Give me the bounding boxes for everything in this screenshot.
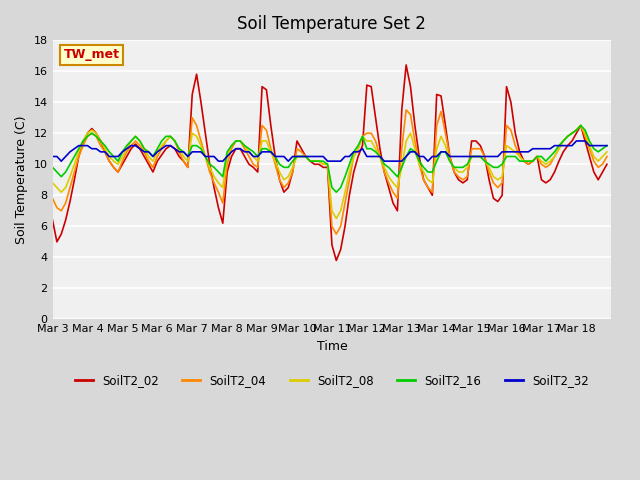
SoilT2_04 (403, 107, 410, 113)
SoilT2_04 (49, 195, 56, 201)
Line: SoilT2_02: SoilT2_02 (52, 65, 607, 261)
Line: SoilT2_16: SoilT2_16 (52, 125, 607, 192)
SoilT2_02 (276, 177, 284, 183)
SoilT2_16 (49, 165, 56, 170)
Line: SoilT2_04: SoilT2_04 (52, 110, 607, 234)
SoilT2_16 (254, 154, 262, 159)
SoilT2_32 (49, 154, 56, 159)
SoilT2_08 (529, 158, 536, 164)
SoilT2_04 (586, 146, 593, 152)
SoilT2_32 (529, 146, 536, 152)
SoilT2_04 (276, 177, 284, 183)
SoilT2_16 (603, 143, 611, 148)
SoilT2_02 (603, 161, 611, 167)
SoilT2_16 (529, 158, 536, 164)
SoilT2_04 (254, 165, 262, 170)
SoilT2_32 (341, 154, 349, 159)
SoilT2_16 (341, 174, 349, 180)
SoilT2_02 (254, 169, 262, 175)
SoilT2_32 (188, 149, 196, 155)
SoilT2_04 (341, 200, 349, 206)
SoilT2_02 (533, 154, 541, 159)
Title: Soil Temperature Set 2: Soil Temperature Set 2 (237, 15, 426, 33)
SoilT2_08 (577, 122, 584, 128)
SoilT2_04 (603, 154, 611, 159)
SoilT2_32 (280, 154, 288, 159)
SoilT2_32 (258, 149, 266, 155)
SoilT2_08 (184, 158, 192, 164)
SoilT2_02 (184, 165, 192, 170)
SoilT2_08 (49, 180, 56, 186)
Line: SoilT2_08: SoilT2_08 (52, 125, 607, 218)
X-axis label: Time: Time (317, 340, 348, 353)
SoilT2_16 (184, 154, 192, 159)
Line: SoilT2_32: SoilT2_32 (52, 141, 607, 161)
SoilT2_02 (341, 223, 349, 229)
SoilT2_08 (586, 143, 593, 148)
SoilT2_08 (332, 216, 340, 221)
SoilT2_04 (332, 231, 340, 237)
SoilT2_32 (586, 143, 593, 148)
SoilT2_02 (586, 154, 593, 159)
SoilT2_16 (577, 122, 584, 128)
SoilT2_08 (341, 189, 349, 195)
SoilT2_08 (254, 158, 262, 164)
SoilT2_04 (533, 154, 541, 159)
SoilT2_32 (603, 143, 611, 148)
SoilT2_16 (586, 138, 593, 144)
SoilT2_04 (184, 165, 192, 170)
Legend: SoilT2_02, SoilT2_04, SoilT2_08, SoilT2_16, SoilT2_32: SoilT2_02, SoilT2_04, SoilT2_08, SoilT2_… (70, 369, 594, 392)
SoilT2_32 (58, 158, 65, 164)
SoilT2_08 (603, 149, 611, 155)
SoilT2_16 (332, 189, 340, 195)
SoilT2_02 (49, 217, 56, 223)
SoilT2_02 (332, 258, 340, 264)
SoilT2_32 (573, 138, 580, 144)
SoilT2_16 (276, 161, 284, 167)
Text: TW_met: TW_met (64, 48, 120, 61)
SoilT2_02 (403, 62, 410, 68)
Y-axis label: Soil Temperature (C): Soil Temperature (C) (15, 116, 28, 244)
SoilT2_08 (276, 169, 284, 175)
